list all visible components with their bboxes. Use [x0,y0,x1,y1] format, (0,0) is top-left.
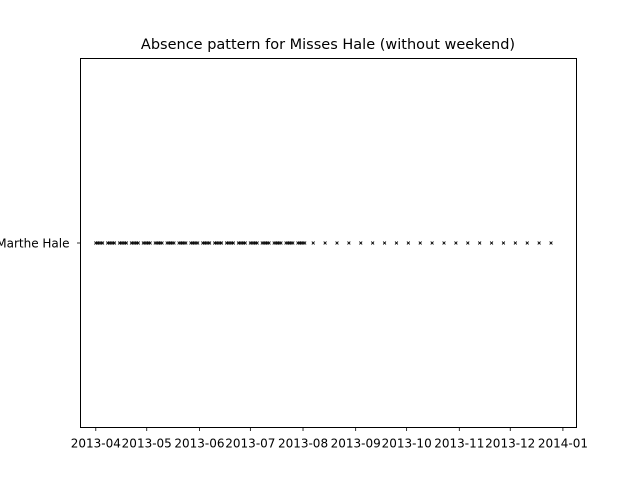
absence-point [231,241,236,245]
absence-point [148,241,152,245]
absence-point [382,241,387,245]
absence-point [172,241,176,245]
absence-point [160,241,164,245]
x-tick-label: 2013-12 [485,437,535,451]
absence-point [513,241,518,245]
x-tick-label: 2013-09 [331,437,381,451]
absence-point [418,241,422,245]
absence-point [466,241,470,245]
data-points [94,241,553,245]
absence-point [323,241,327,245]
absence-point [267,241,271,245]
absence-point [100,241,105,245]
absence-point [207,241,212,245]
x-tick-label: 2013-06 [174,437,224,451]
absence-point [347,241,351,245]
x-tick-label: 2013-11 [434,437,484,451]
absence-point [124,241,129,245]
absence-point [525,241,529,245]
absence-point [136,241,140,245]
absence-point [255,241,259,245]
absence-point [112,241,117,245]
y-axis-ticks: Marthe Hale [0,237,81,251]
x-tick-label: 2013-08 [278,437,328,451]
absence-point [335,241,339,245]
x-tick-label: 2013-10 [382,437,432,451]
absence-point [537,241,541,245]
absence-point [219,241,224,245]
absence-point [406,241,411,245]
absence-point [311,241,315,245]
absence-point [291,241,295,245]
y-tick-label: Marthe Hale [0,237,70,251]
x-tick-label: 2013-07 [225,437,275,451]
absence-point [359,241,363,245]
absence-point [370,241,375,245]
absence-point [501,241,506,245]
absence-point [279,241,283,245]
absence-point [477,241,482,245]
absence-point [243,241,247,245]
absence-point [184,241,188,245]
absence-point [430,241,434,245]
absence-point [303,241,307,245]
absence-point [195,241,200,245]
x-tick-label: 2013-05 [122,437,172,451]
chart-title: Absence pattern for Misses Hale (without… [141,37,515,53]
absence-point [394,241,399,245]
x-tick-label: 2013-04 [71,437,121,451]
absence-point [454,241,458,245]
absence-point [489,241,494,245]
absence-point [442,241,446,245]
x-tick-label: 2014-01 [538,437,588,451]
plot-frame [80,58,577,428]
absence-point [549,241,553,245]
x-axis-ticks: 2013-04 2013-05 2013-06 2013-07 2013-08 2013-… [71,427,588,451]
